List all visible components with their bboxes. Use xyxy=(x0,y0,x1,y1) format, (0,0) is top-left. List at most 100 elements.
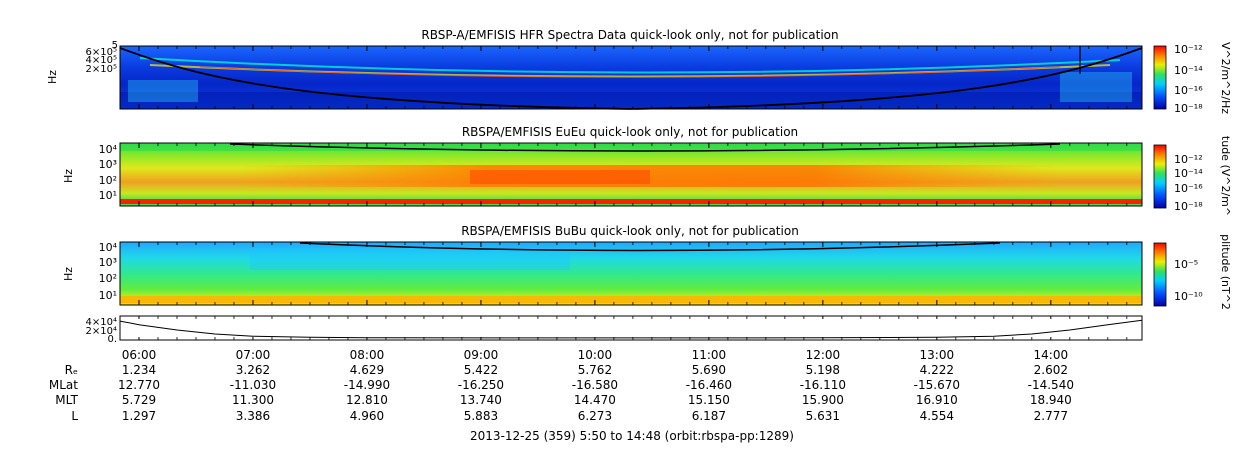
ephem-cell-r3-c5: 6.187 xyxy=(692,409,726,423)
ephem-cell-r1-c8: -14.540 xyxy=(1028,378,1074,392)
ephem-cell-r2-c4: 14.470 xyxy=(574,393,616,407)
hfr-red-trace xyxy=(199,66,1061,78)
ephem-cell-r3-c2: 4.960 xyxy=(350,409,384,423)
ephem-cell-r1-c3: -16.250 xyxy=(458,378,504,392)
ephem-cell-r1-c0: 12.770 xyxy=(118,378,160,392)
ephem-cell-r2-c3: 13.740 xyxy=(460,393,502,407)
ephem-cell-r0-c6: 5.198 xyxy=(806,363,840,377)
eueu-ylabel: Hz xyxy=(62,169,75,183)
ephem-cell-r2-c0: 5.729 xyxy=(122,393,156,407)
ephem-label-mlat: MLat xyxy=(49,378,78,392)
bubu-ytick-3: 10² xyxy=(99,272,117,285)
eueu-top-band xyxy=(120,143,1142,151)
line-ytick-3: 0. xyxy=(107,334,117,345)
hfr-cbar-tick-1: 10⁻¹² xyxy=(1174,43,1203,56)
hfr-colorbar-label: V^2/m^2/Hz xyxy=(1219,42,1232,114)
ephem-cell-r2-c2: 12.810 xyxy=(346,393,388,407)
ephem-cell-r1-c2: -14.990 xyxy=(344,378,390,392)
ephem-cell-r0-c2: 4.629 xyxy=(350,363,384,377)
hfr-low-band xyxy=(120,92,1142,109)
hfr-cbar-tick-4: 10⁻¹⁸ xyxy=(1174,102,1203,115)
line-plot-area xyxy=(120,316,1142,340)
hfr-ytick-1: 6×10⁵ xyxy=(86,47,117,58)
ephem-cell-r2-c6: 15.900 xyxy=(802,393,844,407)
eueu-cbar-tick-3: 10⁻¹⁶ xyxy=(1174,182,1203,195)
hfr-colorbar xyxy=(1153,45,1167,110)
bubu-cbar-tick-2: 10⁻¹⁰ xyxy=(1174,290,1203,303)
time-label-5: 11:00 xyxy=(692,348,727,362)
ephem-cell-r2-c1: 11.300 xyxy=(232,393,274,407)
hfr-ytick-2: 4×10⁵ xyxy=(86,55,117,66)
footer-time-range: 2013-12-25 (359) 5:50 to 14:48 (orbit:rb… xyxy=(470,429,794,443)
bubu-cbar-tick-1: 10⁻⁵ xyxy=(1174,258,1198,271)
bubu-colorbar xyxy=(1153,242,1167,307)
ephem-cell-r0-c0: 1.234 xyxy=(122,363,156,377)
eueu-frame xyxy=(119,142,1143,207)
ephem-cell-r3-c7: 4.554 xyxy=(920,409,954,423)
ephem-cell-r0-c1: 3.262 xyxy=(236,363,270,377)
bubu-ylabel: Hz xyxy=(62,267,75,281)
ephem-cell-r1-c4: -16.580 xyxy=(572,378,618,392)
hfr-cbar-tick-2: 10⁻¹⁴ xyxy=(1174,64,1203,77)
eueu-ytick-4: 10¹ xyxy=(99,189,117,202)
bubu-low-band xyxy=(120,296,1142,303)
eueu-cbar-tick-2: 10⁻¹⁴ xyxy=(1174,167,1203,180)
bubu-spectrogram xyxy=(120,242,1142,305)
ephem-label-re: Rₑ xyxy=(65,363,78,377)
panel-bubu: RBSPA/EMFISIS BuBu quick-look only, not … xyxy=(62,224,1232,310)
ephem-cell-r2-c5: 15.150 xyxy=(688,393,730,407)
time-label-7: 13:00 xyxy=(920,348,955,362)
bubu-fce-curve xyxy=(299,242,1001,252)
time-label-6: 12:00 xyxy=(806,348,841,362)
panel-bubu-title: RBSPA/EMFISIS BuBu quick-look only, not … xyxy=(461,224,799,238)
ephem-cell-r0-c7: 4.222 xyxy=(920,363,954,377)
hfr-ytick-top: 5 xyxy=(112,40,118,51)
bubu-ytick-1: 10⁴ xyxy=(99,241,118,254)
ephem-cell-r1-c5: -16.460 xyxy=(686,378,732,392)
bubu-colorbar-label: plitude (nT^2 xyxy=(1219,234,1232,310)
bubu-ytick-2: 10³ xyxy=(99,256,117,269)
ephem-cell-r3-c3: 5.883 xyxy=(464,409,498,423)
hfr-left-emission xyxy=(128,80,198,102)
hfr-ytick-3: 2×10⁵ xyxy=(86,64,117,75)
eueu-ytick-3: 10² xyxy=(99,174,117,187)
eueu-ytick-2: 10³ xyxy=(99,158,117,171)
panel-eueu: RBSPA/EMFISIS EuEu quick-look only, not … xyxy=(62,125,1232,216)
panel-hfr: RBSP-A/EMFISIS HFR Spectra Data quick-lo… xyxy=(46,28,1232,115)
ephem-cell-r2-c7: 16.910 xyxy=(916,393,958,407)
ephem-cell-r0-c8: 2.602 xyxy=(1034,363,1068,377)
ephem-cell-r3-c1: 3.386 xyxy=(236,409,270,423)
panel-line: 4×10⁴ 2×10⁴ 0. xyxy=(86,315,1143,345)
ephem-label-l: L xyxy=(71,409,78,423)
hfr-frame xyxy=(119,45,1143,110)
eueu-cbar-tick-4: 10⁻¹⁸ xyxy=(1174,200,1203,213)
hfr-right-emission xyxy=(1060,72,1132,102)
hfr-cbar-tick-3: 10⁻¹⁶ xyxy=(1174,84,1203,97)
eueu-line-band xyxy=(120,199,1142,204)
ephem-label-mlt: MLT xyxy=(55,393,78,407)
bubu-blue-region xyxy=(250,248,570,270)
time-label-8: 14:00 xyxy=(1034,348,1069,362)
eueu-colorbar xyxy=(1153,144,1167,209)
time-label-3: 09:00 xyxy=(464,348,499,362)
time-label-1: 07:00 xyxy=(236,348,271,362)
hfr-emission-band xyxy=(139,57,1121,74)
eueu-ytick-1: 10⁴ xyxy=(99,143,118,156)
time-label-0: 06:00 xyxy=(122,348,157,362)
bubu-ytick-4: 10¹ xyxy=(99,289,117,302)
ephem-cell-r2-c8: 18.940 xyxy=(1030,393,1072,407)
eueu-colorbar-label: tude (V^2/m^ xyxy=(1219,136,1232,216)
ephem-cell-r3-c4: 6.273 xyxy=(578,409,612,423)
ephem-cell-r0-c3: 5.422 xyxy=(464,363,498,377)
time-label-4: 10:00 xyxy=(578,348,613,362)
ephem-cell-r1-c1: -11.030 xyxy=(230,378,276,392)
bubu-frame xyxy=(119,241,1143,306)
ephem-cell-r3-c0: 1.297 xyxy=(122,409,156,423)
ephem-cell-r1-c6: -16.110 xyxy=(800,378,846,392)
ephem-cell-r0-c5: 5.690 xyxy=(692,363,726,377)
ephem-cell-r3-c8: 2.777 xyxy=(1034,409,1068,423)
panel-eueu-title: RBSPA/EMFISIS EuEu quick-look only, not … xyxy=(462,125,798,139)
ephem-cell-r0-c4: 5.762 xyxy=(578,363,612,377)
